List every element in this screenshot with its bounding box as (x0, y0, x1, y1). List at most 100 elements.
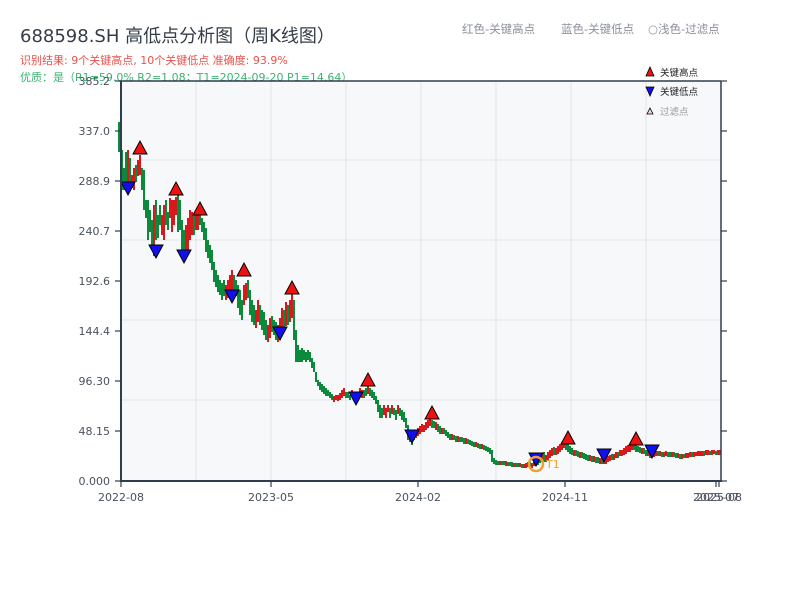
candle (255, 310, 257, 328)
candle (317, 380, 319, 386)
candle (487, 447, 489, 452)
candle (239, 290, 241, 315)
y-tick-label: 0.000 (79, 475, 111, 488)
candle (379, 405, 381, 418)
candle (701, 451, 703, 456)
candle (283, 310, 285, 330)
candle (229, 275, 231, 292)
candle (675, 453, 677, 458)
candle (173, 200, 175, 225)
candle (449, 434, 451, 440)
candle (599, 458, 601, 464)
candle (311, 358, 313, 368)
key-high-marker-icon (424, 404, 440, 420)
candle (541, 454, 543, 462)
y-tick-label: 192.6 (79, 275, 111, 288)
candle (137, 160, 139, 176)
candle (267, 325, 269, 342)
candle (495, 460, 497, 465)
candle (607, 456, 609, 462)
candle (265, 320, 267, 340)
candle (455, 436, 457, 442)
candle (307, 350, 309, 360)
candle (177, 195, 179, 232)
candle (331, 394, 333, 400)
candle (569, 446, 571, 454)
key-high-marker-icon (628, 430, 644, 446)
candle (615, 452, 617, 458)
candle (473, 442, 475, 447)
y-tick-label: 288.9 (79, 175, 111, 188)
candle (679, 454, 681, 459)
candle (579, 452, 581, 458)
candle (425, 422, 427, 430)
key-low-marker-icon (148, 244, 164, 260)
candle (235, 280, 237, 296)
candle (223, 280, 225, 296)
candle (211, 250, 213, 270)
candle (605, 458, 607, 464)
key-low-marker-icon (528, 452, 544, 468)
candle (397, 405, 399, 414)
filtered-triangle-icon (646, 107, 654, 115)
candle (381, 408, 383, 418)
candle (641, 448, 643, 454)
candle (639, 447, 641, 453)
candle (319, 382, 321, 390)
y-tick-label: 337.0 (79, 125, 111, 138)
candle (467, 439, 469, 444)
candle (145, 200, 147, 218)
legend-blue-key-low: 蓝色-关键低点 (561, 22, 635, 36)
candle (655, 451, 657, 456)
candle (447, 432, 449, 438)
candle (707, 450, 709, 455)
candle (187, 218, 189, 250)
candle (341, 390, 343, 398)
candle (689, 452, 691, 457)
candle (491, 450, 493, 462)
candle (257, 300, 259, 322)
candle (663, 452, 665, 457)
candle (329, 392, 331, 398)
candle (461, 437, 463, 442)
candle (205, 228, 207, 252)
candle (157, 215, 159, 238)
candle (643, 448, 645, 454)
candle (715, 451, 717, 455)
candle (483, 445, 485, 450)
candle (669, 452, 671, 457)
t1-ring-icon (527, 455, 545, 473)
candle (565, 440, 567, 450)
candle (577, 451, 579, 457)
candle (575, 450, 577, 456)
candle (427, 420, 429, 428)
candle (611, 454, 613, 460)
candle (485, 446, 487, 451)
candle (547, 452, 549, 460)
candle (175, 197, 177, 215)
candle (597, 457, 599, 463)
candle (573, 450, 575, 456)
key-high-marker-icon (192, 200, 208, 216)
candle (191, 212, 193, 235)
candle (567, 444, 569, 452)
legend-filtered-point: 过滤点 (660, 106, 689, 118)
candle (193, 213, 195, 235)
candle (627, 445, 629, 452)
candle (133, 168, 135, 190)
candle (249, 290, 251, 315)
candle (619, 450, 621, 456)
candle (181, 220, 183, 250)
candle (289, 300, 291, 322)
chart-title: 688598.SH 高低点分析图（周K线图） (20, 26, 335, 47)
markers: T1 (120, 139, 660, 473)
candle (647, 450, 649, 456)
y-tick-label: 48.15 (79, 425, 111, 438)
legend-filtered: ○浅色-过滤点 (648, 22, 720, 36)
candle (231, 270, 233, 290)
candle (297, 345, 299, 362)
candle (213, 262, 215, 282)
candle (373, 392, 375, 400)
candle (209, 245, 211, 263)
candle (339, 393, 341, 400)
